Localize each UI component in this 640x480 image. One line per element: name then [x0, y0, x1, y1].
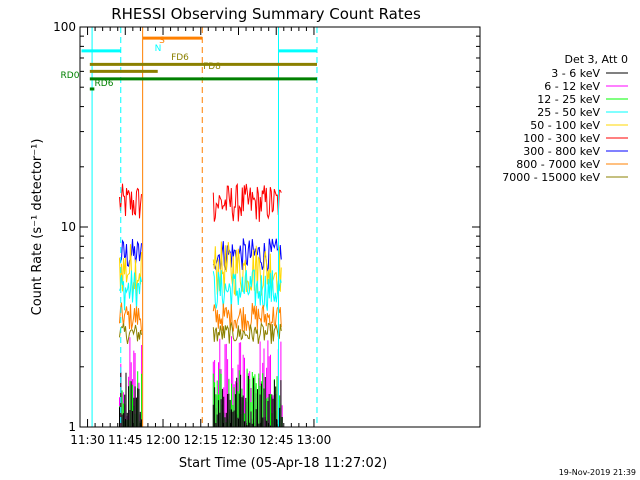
footer-timestamp: 19-Nov-2019 21:39 [559, 468, 636, 477]
x-axis-label: Start Time (05-Apr-18 11:27:02) [179, 456, 387, 471]
legend-entry-label: 100 - 300 keV [523, 132, 600, 145]
y-tick-label: 10 [61, 220, 76, 234]
flag-label-fd6: FD6 [171, 53, 189, 63]
legend-entry-label: 6 - 12 keV [544, 80, 600, 93]
plot-area: NS FD6 FD8 RD0 RD6 1 10 100 11:30 11:45 12:00 12:15… [53, 20, 481, 447]
x-tick-label: 12:15 [183, 433, 218, 447]
flag-label-n: N [155, 44, 162, 54]
x-tick-label: 11:45 [108, 433, 143, 447]
legend-entry-label: 800 - 7000 keV [516, 158, 600, 171]
series-line-band_800_7000-segment-0 [119, 302, 142, 332]
series-line-band_3_6-segment-1 [212, 374, 283, 427]
legend-entry-label: 12 - 25 keV [537, 93, 600, 106]
legend-entry-label: 3 - 6 keV [551, 67, 600, 80]
series-line-band_100_300-segment-1 [212, 182, 282, 222]
series-trace-band_25_50 [119, 270, 142, 311]
flag-label-rd0: RD0 [61, 71, 80, 81]
series-line-band_100_300-segment-0 [119, 183, 142, 219]
x-tick-label: 11:30 [70, 433, 105, 447]
x-tick-label: 12:00 [146, 433, 181, 447]
series-trace-band_3_6 [119, 372, 143, 427]
flag-label-rd6: RD6 [95, 79, 114, 89]
flag-label-s: S [159, 36, 165, 46]
series-trace-band_50_100 [119, 244, 142, 297]
y-tick-label: 1 [68, 420, 76, 434]
flag-label-fd8: FD8 [203, 62, 221, 72]
series-trace-band_100_300 [119, 183, 142, 219]
legend-entry-label: 25 - 50 keV [537, 106, 600, 119]
series-line-band_7000_15000-segment-0 [119, 323, 142, 344]
legend-entry-label: 300 - 800 keV [523, 145, 600, 158]
x-tick-label: 13:00 [297, 433, 332, 447]
y-tick-label: 100 [53, 20, 76, 34]
y-axis-label: Count Rate (s⁻¹ detector⁻¹) [30, 139, 45, 316]
chart-title: RHESSI Observing Summary Count Rates [111, 5, 421, 23]
legend-entry-label: 7000 - 15000 keV [502, 171, 600, 184]
series-line-band_50_100-segment-0 [119, 244, 142, 297]
series-line-band_25_50-segment-0 [119, 270, 142, 311]
x-tick-label: 12:45 [259, 433, 294, 447]
series-trace-band_300_800 [119, 238, 142, 267]
legend-entry-label: 50 - 100 keV [530, 119, 600, 132]
series-line-band_3_6-segment-0 [119, 372, 143, 427]
series-trace-band_800_7000 [119, 302, 142, 332]
series-line-band_25_50-segment-1 [212, 269, 282, 311]
series-line-band_300_800-segment-0 [119, 238, 142, 267]
series-trace-band_25_50 [212, 269, 282, 311]
legend-header: Det 3, Att 0 [565, 53, 629, 66]
series-trace-band_3_6 [212, 374, 283, 427]
series-line-band_7000_15000-segment-1 [212, 321, 282, 344]
y-axis-label-group: Count Rate (s⁻¹ detector⁻¹) [30, 139, 45, 316]
x-tick-label: 12:30 [221, 433, 256, 447]
series-trace-band_100_300 [212, 182, 282, 222]
series-trace-band_7000_15000 [119, 323, 142, 344]
series-trace-band_7000_15000 [212, 321, 282, 344]
